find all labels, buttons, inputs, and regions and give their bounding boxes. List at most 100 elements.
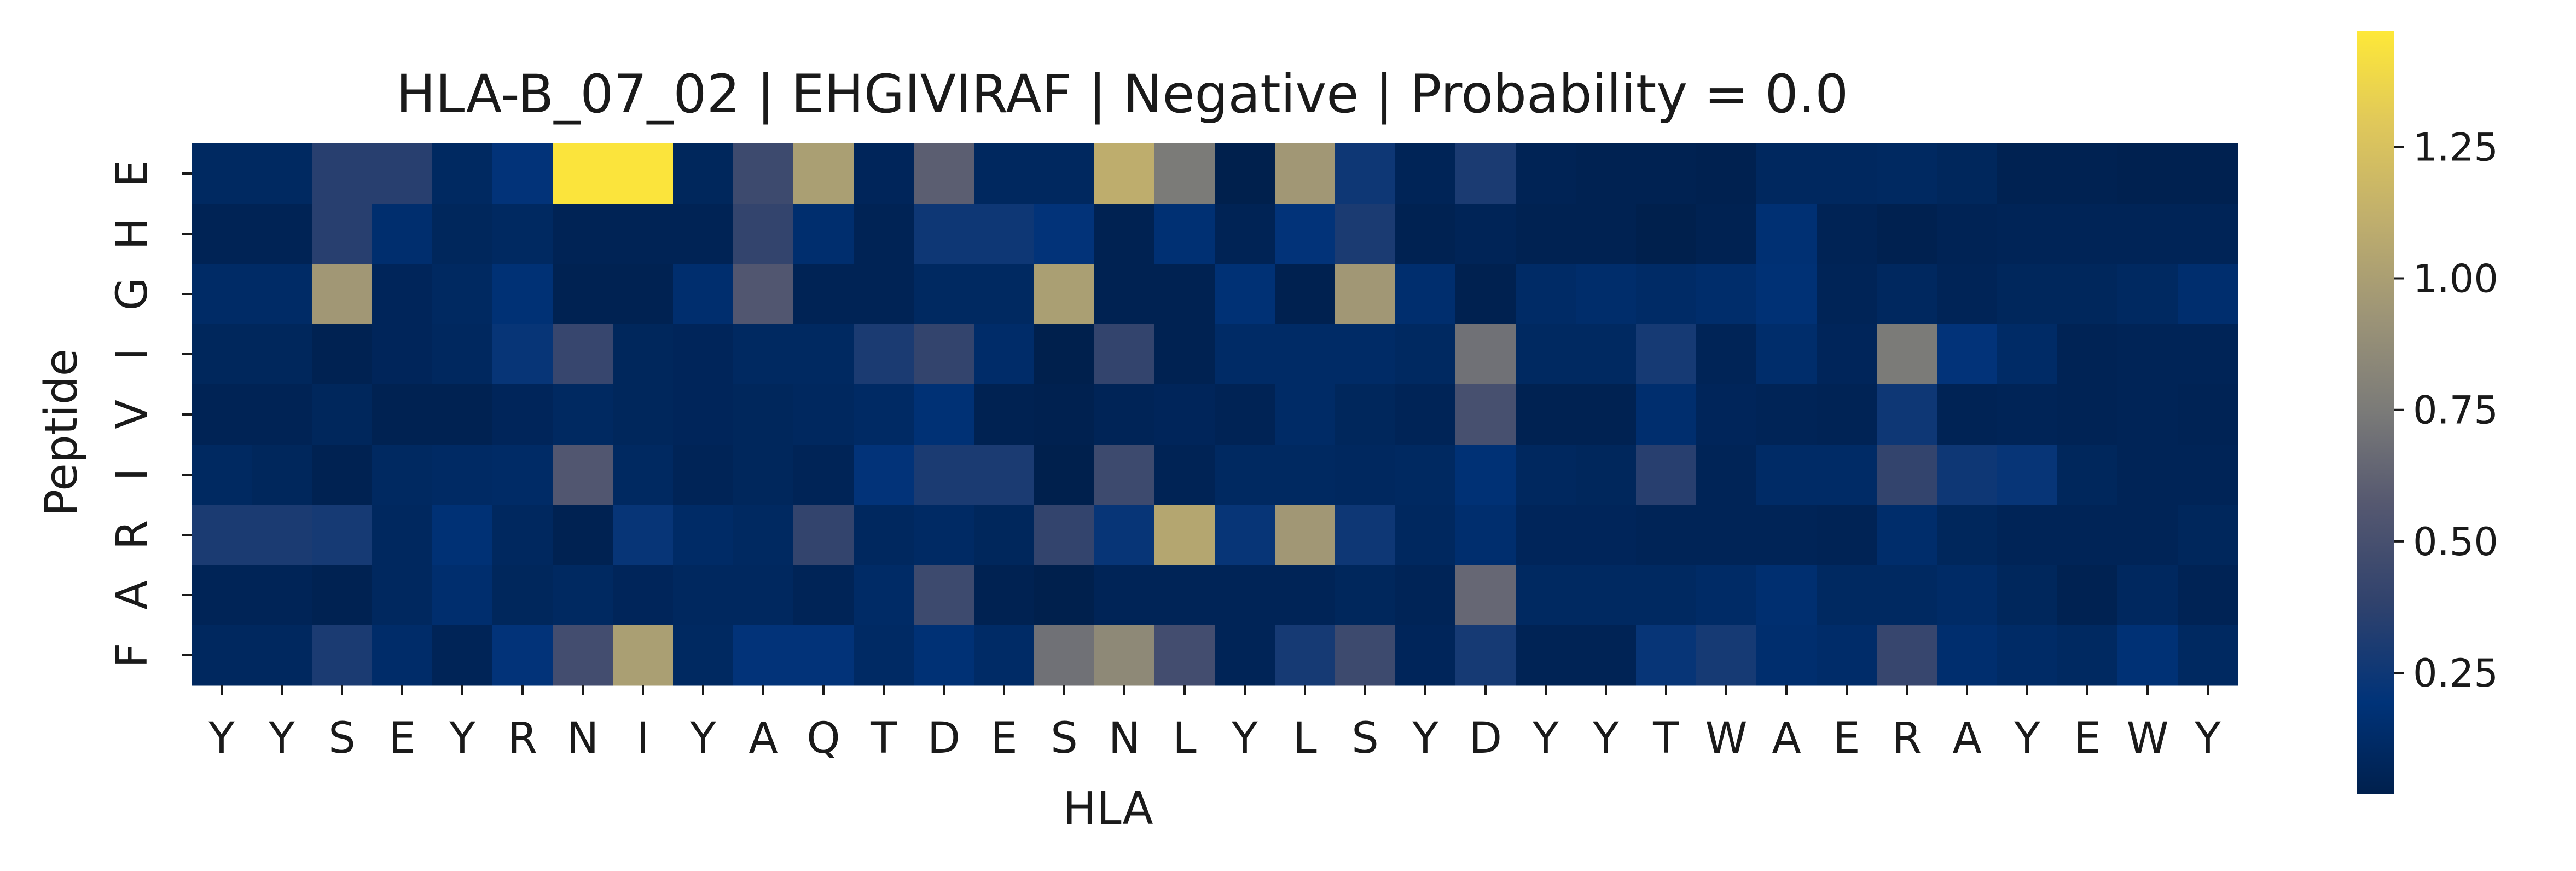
x-tick-label: A <box>749 714 778 763</box>
heatmap-cell <box>553 143 613 204</box>
heatmap-cell <box>673 264 734 325</box>
heatmap-cell <box>1335 324 1396 385</box>
heatmap-cell <box>2178 204 2238 264</box>
heatmap-cell <box>192 264 252 325</box>
heatmap-cell <box>793 565 854 626</box>
heatmap-cell <box>854 445 914 505</box>
heatmap-cell <box>1275 143 1336 204</box>
heatmap-cell <box>1817 625 1877 686</box>
heatmap-cell <box>312 143 373 204</box>
heatmap-cell <box>2178 143 2238 204</box>
heatmap-cell <box>1455 384 1516 445</box>
heatmap-cell <box>192 384 252 445</box>
x-tick-label: Y <box>2194 714 2221 763</box>
heatmap-cell <box>1094 324 1155 385</box>
heatmap-cell <box>854 384 914 445</box>
heatmap-cell <box>1215 324 1275 385</box>
heatmap-cell <box>974 505 1035 566</box>
heatmap-cell <box>1154 565 1215 626</box>
heatmap-cell <box>1756 384 1817 445</box>
heatmap-cell <box>733 204 794 264</box>
heatmap-cell <box>673 565 734 626</box>
y-tick-label: I <box>108 348 157 360</box>
heatmap-cell <box>1455 625 1516 686</box>
y-tick-label: V <box>108 400 157 429</box>
heatmap-cell <box>1215 204 1275 264</box>
heatmap-cell <box>613 324 674 385</box>
y-axis-label: Peptide <box>36 349 88 516</box>
heatmap-cell <box>1576 625 1637 686</box>
heatmap-cell <box>1756 143 1817 204</box>
heatmap-cell <box>1094 505 1155 566</box>
heatmap-cell <box>613 143 674 204</box>
heatmap-cell <box>492 204 553 264</box>
heatmap-cell <box>1877 143 1937 204</box>
heatmap-cell <box>1215 264 1275 325</box>
heatmap-cell <box>1696 143 1757 204</box>
heatmap-cell <box>793 143 854 204</box>
heatmap-cell <box>372 625 433 686</box>
heatmap-cell <box>492 264 553 325</box>
x-tick-label: N <box>567 714 599 763</box>
heatmap-cell <box>1516 324 1576 385</box>
heatmap-cell <box>1094 565 1155 626</box>
heatmap-cell <box>733 445 794 505</box>
heatmap-cell <box>2057 143 2118 204</box>
heatmap-cell <box>1997 445 2058 505</box>
heatmap-cell <box>1696 204 1757 264</box>
heatmap-cell <box>1756 505 1817 566</box>
heatmap-cell <box>793 324 854 385</box>
heatmap-cell <box>1997 565 2058 626</box>
heatmap-cell <box>2057 625 2118 686</box>
heatmap-cell <box>1335 264 1396 325</box>
heatmap-cell <box>673 505 734 566</box>
x-tick-label: Y <box>1592 714 1619 763</box>
heatmap-cell <box>1576 204 1637 264</box>
heatmap-cell <box>1034 384 1095 445</box>
x-tick-label: E <box>1833 714 1860 763</box>
heatmap-cell <box>974 565 1035 626</box>
heatmap-cell <box>1636 625 1697 686</box>
heatmap-cell <box>1094 143 1155 204</box>
heatmap-cell <box>1335 625 1396 686</box>
x-tick-label: L <box>1293 714 1317 763</box>
heatmap-cell <box>613 565 674 626</box>
x-tick-label: D <box>1469 714 1502 763</box>
heatmap-cell <box>1275 264 1336 325</box>
heatmap-cell <box>372 505 433 566</box>
heatmap-cell <box>1817 204 1877 264</box>
heatmap-cell <box>914 505 974 566</box>
x-tick-label: Y <box>449 714 475 763</box>
heatmap-cell <box>1877 264 1937 325</box>
heatmap-cell <box>1455 324 1516 385</box>
heatmap-cell <box>1877 565 1937 626</box>
heatmap-cell <box>793 204 854 264</box>
heatmap-cell <box>252 565 312 626</box>
x-tick-label: E <box>388 714 415 763</box>
heatmap-cell <box>372 445 433 505</box>
heatmap-cell <box>2057 204 2118 264</box>
heatmap-cell <box>192 505 252 566</box>
heatmap-cell <box>553 565 613 626</box>
heatmap-cell <box>1275 384 1336 445</box>
y-tick-label: F <box>108 643 157 668</box>
heatmap-cell <box>192 143 252 204</box>
heatmap-cell <box>432 625 493 686</box>
heatmap-cell <box>1395 445 1456 505</box>
heatmap-cells <box>192 143 2238 686</box>
heatmap-cell <box>613 384 674 445</box>
colorbar <box>2357 31 2394 794</box>
heatmap-cell <box>1094 445 1155 505</box>
heatmap-cell <box>854 143 914 204</box>
heatmap-cell <box>192 324 252 385</box>
heatmap-cell <box>1275 204 1336 264</box>
heatmap-cell <box>1395 324 1456 385</box>
heatmap-cell <box>2178 384 2238 445</box>
heatmap-cell <box>1275 505 1336 566</box>
x-tick-label: Y <box>1532 714 1559 763</box>
heatmap-cell <box>673 445 734 505</box>
heatmap-cell <box>252 324 312 385</box>
x-tick-label: Y <box>268 714 295 763</box>
colorbar-tick-label: 0.75 <box>2413 388 2498 433</box>
x-tick-label: Y <box>1412 714 1438 763</box>
